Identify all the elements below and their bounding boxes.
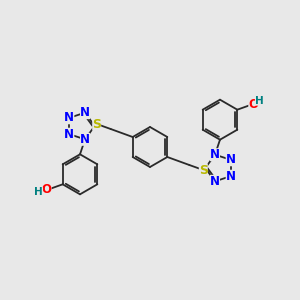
Text: N: N bbox=[64, 111, 74, 124]
Text: S: S bbox=[92, 118, 101, 130]
Text: N: N bbox=[210, 148, 220, 161]
Text: N: N bbox=[64, 128, 74, 141]
Text: H: H bbox=[255, 96, 264, 106]
Text: S: S bbox=[199, 164, 208, 176]
Text: N: N bbox=[210, 175, 220, 188]
Text: H: H bbox=[34, 187, 43, 197]
Text: N: N bbox=[226, 153, 236, 166]
Text: N: N bbox=[80, 106, 90, 119]
Text: N: N bbox=[80, 133, 90, 146]
Text: O: O bbox=[42, 183, 52, 196]
Text: O: O bbox=[248, 98, 258, 111]
Text: N: N bbox=[226, 170, 236, 183]
